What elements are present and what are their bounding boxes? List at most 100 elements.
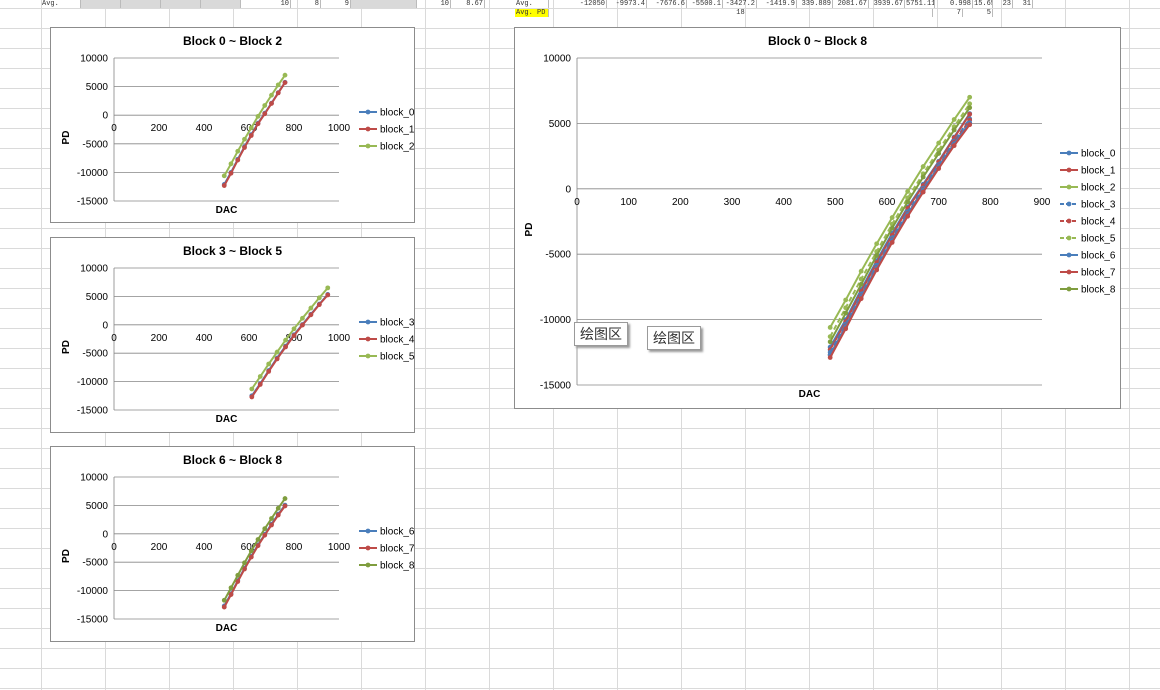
data-point <box>221 597 227 603</box>
sheet-cell[interactable]: 9 <box>321 0 351 8</box>
sheet-cell[interactable]: -5500.1 <box>687 0 723 8</box>
sheet-cell[interactable]: 10 <box>261 0 291 8</box>
x-tick-label: 800 <box>286 542 303 553</box>
data-point <box>905 189 911 194</box>
legend-marker <box>1066 201 1072 207</box>
data-point <box>889 225 895 231</box>
data-point <box>951 117 957 122</box>
data-point <box>308 312 314 318</box>
data-point <box>283 337 288 343</box>
data-point <box>275 512 281 518</box>
data-point <box>282 72 288 78</box>
sheet-cell[interactable]: 2081.67 <box>833 0 869 8</box>
chart-block-0-2[interactable]: Block 0 ~ Block 2 10000 5000 0 -5000 -10000-… <box>50 27 415 223</box>
legend-label: block_2 <box>1081 183 1116 194</box>
x-tick-label: 0 <box>111 542 117 553</box>
sheet-cell[interactable]: -9973.4 <box>607 0 647 8</box>
sheet-cell[interactable]: 23 <box>993 0 1013 8</box>
sheet-cell[interactable] <box>201 0 241 8</box>
data-point <box>282 496 288 501</box>
sheet-cell[interactable] <box>351 0 417 8</box>
legend-label: block_7 <box>380 544 415 555</box>
sheet-cell[interactable]: 5751.11 <box>906 0 935 8</box>
sheet-cell[interactable] <box>121 0 161 8</box>
chart-block-6-8[interactable]: Block 6 ~ Block 8 10000 5000 0 -5000 -10000-… <box>50 446 415 642</box>
data-point <box>300 315 305 321</box>
data-point <box>936 151 942 156</box>
y-tick-label: -5000 <box>82 139 108 150</box>
legend-label: block_1 <box>1081 166 1116 177</box>
data-point <box>266 368 272 374</box>
sheet-cell[interactable]: 339.889 <box>797 0 833 8</box>
data-point <box>255 537 261 542</box>
legend-marker <box>1066 269 1072 275</box>
sheet-cell[interactable]: 15.6594 <box>973 0 993 8</box>
sheet-cell-highlight[interactable]: Avg. PD <box>515 9 549 17</box>
data-point <box>228 161 234 167</box>
legend-marker <box>365 528 371 534</box>
sheet-cell[interactable]: 5 <box>963 9 993 17</box>
y-tick-label: 0 <box>565 184 571 195</box>
x-tick-label: 0 <box>111 123 117 134</box>
legend-label: block_7 <box>1081 268 1116 279</box>
legend-label: block_2 <box>380 142 415 153</box>
data-point <box>967 122 973 128</box>
sheet-cell[interactable]: 8 <box>291 0 321 8</box>
data-point <box>920 164 926 169</box>
sheet-cell[interactable]: 18 <box>549 9 933 17</box>
x-tick-label: 800 <box>286 333 303 344</box>
y-axis-title: PD <box>61 131 72 145</box>
data-point <box>249 394 255 400</box>
data-point <box>291 333 297 338</box>
chart-block-3-5[interactable]: Block 3 ~ Block 5 10000 5000 0 -5000 -10000-… <box>50 237 415 433</box>
chart-title: Block 3 ~ Block 5 <box>182 244 283 258</box>
x-tick-label: 700 <box>930 197 947 208</box>
data-point <box>274 349 280 355</box>
sheet-cell[interactable]: Avg. <box>515 0 549 8</box>
chart-plot-area[interactable]: 10000 5000 0 -5000 -10000 -15000 0 100 200 300 400… <box>515 28 1122 410</box>
legend-marker <box>1066 150 1072 156</box>
y-axis-title: PD <box>61 340 72 354</box>
chart-block-0-8[interactable]: Block 0 ~ Block 8 10000 5000 0 -5000 -10000-… <box>514 27 1121 409</box>
sheet-cell[interactable] <box>81 0 121 8</box>
data-point <box>275 90 281 96</box>
data-point <box>242 145 247 150</box>
data-point <box>249 386 255 392</box>
series-line-block-5 <box>829 103 971 338</box>
data-point <box>235 572 241 578</box>
sheet-cell[interactable]: 31 <box>1013 0 1033 8</box>
legend-label: block_8 <box>1081 285 1116 296</box>
legend-marker <box>1066 235 1072 241</box>
x-axis-title: DAC <box>216 414 238 425</box>
x-tick-label: 400 <box>196 123 213 134</box>
data-point <box>228 585 234 591</box>
x-tick-label: 1000 <box>328 542 351 553</box>
sheet-cell[interactable]: 10 <box>417 0 451 8</box>
sheet-cell[interactable] <box>161 0 201 8</box>
sheet-cell[interactable]: -3427.2 <box>723 0 757 8</box>
data-point <box>221 173 227 179</box>
sheet-cell[interactable]: -12050 <box>549 0 607 8</box>
sheet-cell[interactable]: 8.67 <box>451 0 485 8</box>
y-tick-label: 5000 <box>86 82 109 93</box>
sheet-cell[interactable]: 0.998 <box>935 0 973 8</box>
y-tick-label: -10000 <box>540 315 572 326</box>
data-point <box>951 127 957 133</box>
x-tick-label: 200 <box>151 333 168 344</box>
y-tick-label: -15000 <box>77 615 109 626</box>
data-point <box>255 543 261 549</box>
x-tick-label: 1000 <box>328 123 351 134</box>
series-line-block-7 <box>223 505 286 608</box>
y-tick-label: 10000 <box>543 54 571 65</box>
sheet-cell[interactable]: -1419.9 <box>757 0 797 8</box>
sheet-cell[interactable]: 3939.67 <box>869 0 905 8</box>
data-point <box>316 295 322 301</box>
sheet-cell[interactable]: -7676.6 <box>647 0 687 8</box>
sheet-cell[interactable]: 7 <box>933 9 963 17</box>
data-point <box>282 503 288 509</box>
sheet-cell[interactable]: Avg. <box>41 0 81 8</box>
legend-marker <box>365 336 371 342</box>
